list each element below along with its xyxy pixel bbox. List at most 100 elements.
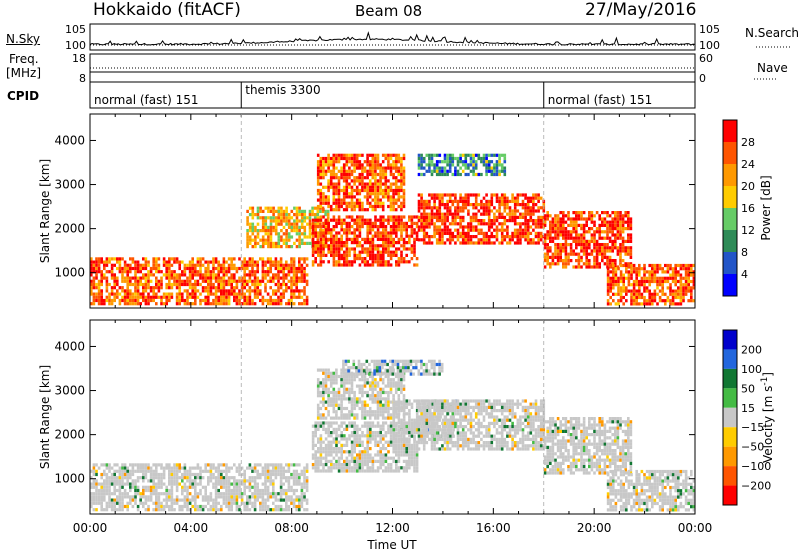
power-cell (282, 263, 285, 267)
velocity-cell (139, 463, 142, 467)
power-cell (209, 302, 213, 306)
power-cell (316, 238, 320, 242)
power-cell (121, 266, 124, 271)
velocity-cell (317, 424, 320, 428)
power-cell (376, 234, 380, 238)
power-cell (464, 235, 468, 239)
power-cell (287, 302, 291, 306)
power-cell (253, 282, 257, 287)
velocity-cell (92, 466, 96, 470)
power-cell (608, 227, 612, 231)
velocity-cell (366, 440, 369, 444)
power-cell (593, 255, 596, 259)
power-cell (389, 166, 393, 170)
power-cell (467, 209, 470, 213)
velocity-cell (369, 431, 372, 435)
power-cell (537, 231, 540, 235)
power-cell (363, 182, 367, 186)
power-cell (625, 270, 628, 274)
velocity-cell (204, 504, 207, 509)
velocity-cell (376, 459, 380, 463)
velocity-cell (196, 495, 200, 499)
power-cell (131, 260, 135, 264)
power-cell (448, 206, 452, 210)
velocity-cell (335, 431, 338, 435)
power-cell (144, 279, 148, 283)
power-cell (408, 218, 411, 222)
velocity-cell (168, 495, 171, 499)
power-cell (474, 203, 478, 207)
velocity-cell (123, 488, 127, 493)
power-cell (397, 156, 401, 161)
power-cell (580, 233, 583, 237)
velocity-cell (246, 498, 249, 502)
velocity-cell (240, 466, 244, 470)
power-cell (480, 222, 483, 226)
power-cell (353, 221, 356, 225)
power-cell (103, 273, 106, 277)
power-cell (480, 172, 483, 177)
power-cell (400, 260, 403, 264)
velocity-cell (395, 466, 398, 470)
velocity-cell (225, 504, 228, 509)
power-cell (606, 246, 609, 250)
velocity-cell (379, 440, 382, 444)
power-cell (585, 252, 588, 256)
velocity-cell (217, 501, 220, 505)
power-cell (253, 286, 257, 290)
power-cell (90, 302, 93, 306)
power-cell (413, 228, 416, 232)
velocity-cell (371, 469, 375, 473)
velocity-cell (160, 463, 163, 467)
power-cell (298, 266, 301, 271)
power-cell (126, 289, 129, 293)
power-cell (469, 193, 473, 197)
power-cell (274, 241, 278, 245)
velocity-cell (227, 469, 231, 473)
power-cell (397, 195, 401, 199)
power-cell (201, 286, 205, 290)
power-cell (513, 215, 517, 219)
power-cell (345, 185, 349, 189)
velocity-cell (178, 482, 181, 486)
velocity-cell (350, 421, 354, 425)
power-cell (543, 252, 547, 256)
velocity-cell (287, 488, 291, 493)
power-cell (368, 166, 372, 170)
power-cell (342, 166, 346, 170)
power-cell (246, 232, 249, 236)
power-cell (322, 237, 325, 241)
velocity-cell (279, 479, 283, 483)
power-cell (95, 273, 98, 277)
power-cell (477, 203, 481, 207)
power-cell (345, 237, 349, 241)
velocity-cell (118, 488, 122, 493)
power-cell (269, 260, 272, 264)
power-cell (290, 216, 294, 220)
velocity-cell (350, 469, 354, 473)
velocity-cell (222, 482, 226, 486)
power-cell (280, 216, 283, 220)
power-cell (456, 163, 460, 167)
nsky-panel (89, 23, 696, 51)
velocity-cell (183, 476, 187, 480)
power-cell (402, 228, 406, 232)
power-cell (461, 199, 465, 203)
power-cell (669, 273, 672, 277)
velocity-cell (95, 501, 98, 505)
velocity-cell (277, 469, 280, 473)
power-cell (575, 259, 578, 263)
power-cell (394, 182, 398, 186)
power-cell (410, 218, 414, 222)
velocity-cell (363, 459, 367, 463)
power-cell (451, 153, 455, 157)
power-cell (687, 299, 690, 303)
power-cell (485, 166, 488, 170)
power-cell (306, 222, 309, 226)
power-cell (209, 282, 213, 287)
power-cell (572, 230, 575, 234)
power-cell (529, 212, 533, 216)
power-cell (329, 172, 333, 177)
power-cell (435, 153, 439, 157)
power-cell (572, 223, 575, 227)
